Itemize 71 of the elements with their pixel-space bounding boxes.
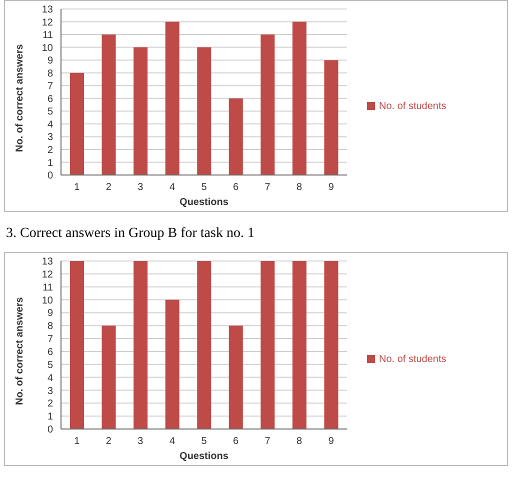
x-tick-label: 6 <box>232 436 239 448</box>
x-tick-label: 6 <box>232 182 239 194</box>
bar <box>197 261 212 429</box>
y-tick-label: 9 <box>47 308 54 320</box>
y-tick-label: 5 <box>47 360 54 371</box>
y-axis-title: No. of correct answers <box>14 44 26 152</box>
x-tick-label: 2 <box>106 182 112 194</box>
x-tick-label: 3 <box>138 182 144 194</box>
bar <box>70 72 84 175</box>
bar <box>260 34 275 175</box>
y-axis-title: No. of correct answers <box>14 296 26 405</box>
y-tick-label: 4 <box>47 372 54 384</box>
bar <box>70 261 84 429</box>
y-tick-label: 9 <box>47 56 54 67</box>
bar <box>324 60 338 175</box>
y-tick-label: 4 <box>47 119 54 130</box>
y-tick-label: 11 <box>42 30 54 42</box>
bar <box>134 261 148 429</box>
bar <box>292 22 306 175</box>
x-tick-label: 3 <box>138 436 144 448</box>
x-tick-label: 9 <box>328 182 334 194</box>
y-tick-label: 3 <box>47 132 54 144</box>
y-tick-label: 12 <box>42 269 54 280</box>
y-tick-label: 2 <box>47 145 54 156</box>
x-tick-label: 9 <box>328 436 334 448</box>
bar <box>102 326 116 429</box>
y-tick-label: 8 <box>47 321 54 332</box>
x-tick-label: 4 <box>169 182 176 194</box>
x-tick-label: 2 <box>106 436 112 448</box>
x-tick-label: 5 <box>201 436 208 448</box>
y-tick-label: 10 <box>42 42 54 54</box>
y-tick-label: 10 <box>42 295 54 306</box>
y-tick-label: 7 <box>47 81 54 92</box>
y-tick-label: 12 <box>42 17 54 28</box>
bar <box>260 261 275 429</box>
bar <box>292 261 306 429</box>
x-tick-label: 7 <box>264 436 271 448</box>
y-tick-label: 0 <box>47 424 54 436</box>
y-tick-label: 1 <box>47 158 54 169</box>
y-tick-label: 8 <box>47 68 54 80</box>
x-tick-label: 5 <box>201 182 208 194</box>
y-tick-label: 2 <box>47 398 54 410</box>
legend-label: No. of students <box>379 100 446 112</box>
y-tick-label: 6 <box>47 94 54 105</box>
y-tick-label: 11 <box>42 282 54 294</box>
y-tick-label: 7 <box>47 334 54 346</box>
y-tick-label: 6 <box>47 347 54 358</box>
bar <box>165 22 180 175</box>
x-tick-label: 4 <box>169 436 176 448</box>
y-tick-label: 1 <box>47 412 54 423</box>
bar <box>228 326 243 429</box>
x-axis-title: Questions <box>180 451 229 462</box>
bar <box>102 34 116 175</box>
bar <box>228 98 243 175</box>
bar <box>197 47 212 175</box>
x-axis-title: Questions <box>180 197 229 208</box>
y-tick-label: 13 <box>42 4 54 16</box>
x-tick-label: 1 <box>74 436 80 448</box>
y-tick-label: 13 <box>42 256 54 268</box>
y-tick-label: 0 <box>47 170 54 182</box>
y-tick-label: 5 <box>47 106 54 118</box>
x-tick-label: 7 <box>264 182 271 194</box>
bar <box>165 300 180 429</box>
x-tick-label: 1 <box>74 182 80 194</box>
x-tick-label: 8 <box>296 182 303 194</box>
x-tick-label: 8 <box>296 436 303 448</box>
text: 3. Correct answers in Group B for task no. 1 <box>6 226 256 242</box>
legend-label: No. of students <box>379 354 446 364</box>
bar <box>134 47 148 175</box>
bar <box>324 261 338 429</box>
y-tick-label: 3 <box>47 386 54 397</box>
